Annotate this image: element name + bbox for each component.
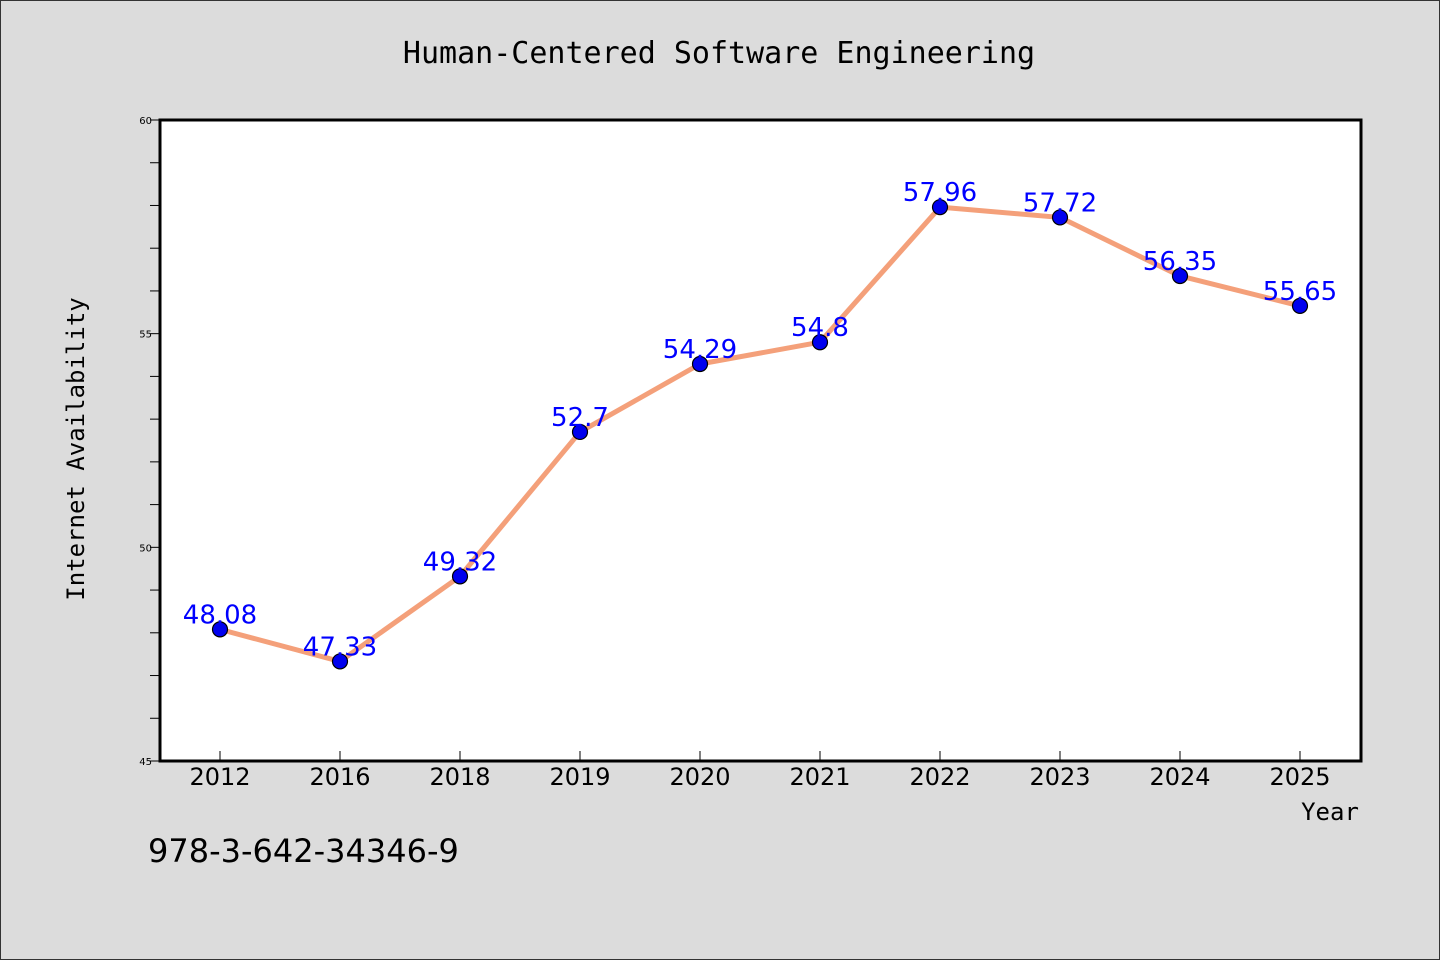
data-label: 55.65 bbox=[1263, 277, 1337, 307]
y-tick-label: 55 bbox=[139, 330, 152, 341]
data-label: 54.29 bbox=[663, 335, 737, 365]
data-point bbox=[451, 568, 469, 585]
chart-title: Human-Centered Software Engineering bbox=[403, 36, 1035, 71]
x-ticks: 2012 2016 2018 2019 2020 2021 2022 2023 2024 2025 bbox=[189, 751, 1331, 791]
y-tick-label: 50 bbox=[139, 543, 152, 554]
data-label: 47.33 bbox=[303, 632, 377, 662]
data-point bbox=[331, 653, 349, 670]
data-point bbox=[571, 423, 589, 441]
data-point bbox=[1171, 267, 1189, 285]
data-point bbox=[931, 199, 949, 216]
data-point bbox=[1291, 297, 1309, 314]
y-axis-label: Internet Availability bbox=[62, 297, 90, 600]
x-tick-label: 2024 bbox=[1149, 763, 1210, 791]
data-label: 49.32 bbox=[423, 547, 497, 577]
plot-area bbox=[160, 120, 1361, 761]
isbn-text: 978-3-642-34346-9 bbox=[148, 832, 459, 870]
x-tick-label: 2022 bbox=[909, 763, 970, 791]
x-tick-label: 2021 bbox=[789, 763, 850, 791]
data-point bbox=[811, 334, 829, 351]
series-group bbox=[211, 199, 1309, 670]
data-point bbox=[691, 355, 709, 373]
x-tick-label: 2023 bbox=[1029, 763, 1090, 791]
x-tick-label: 2025 bbox=[1269, 763, 1330, 791]
data-label: 57.72 bbox=[1023, 188, 1097, 218]
y-tick-label: 60 bbox=[139, 116, 152, 127]
data-point bbox=[211, 621, 229, 638]
x-tick-label: 2020 bbox=[669, 763, 730, 791]
series-line bbox=[219, 204, 1301, 664]
data-label: 52.7 bbox=[551, 403, 609, 433]
y-ticks: 45 50 55 60 bbox=[139, 116, 160, 768]
data-label: 57.96 bbox=[903, 178, 977, 208]
data-label: 48.08 bbox=[183, 600, 257, 630]
x-axis-label: Year bbox=[1301, 798, 1359, 826]
data-point bbox=[1051, 209, 1069, 226]
x-tick-label: 2019 bbox=[549, 763, 610, 791]
x-tick-label: 2018 bbox=[429, 763, 490, 791]
plot-frame bbox=[158, 118, 1363, 763]
x-tick-label: 2016 bbox=[309, 763, 370, 791]
y-tick-label: 45 bbox=[139, 757, 152, 768]
data-label: 54.8 bbox=[791, 313, 849, 343]
data-label: 56.35 bbox=[1143, 247, 1217, 277]
x-tick-label: 2012 bbox=[189, 763, 250, 791]
data-labels: 48.08 47.33 49.32 52.7 54.29 54.8 57.96 57.72 56… bbox=[183, 178, 1337, 662]
